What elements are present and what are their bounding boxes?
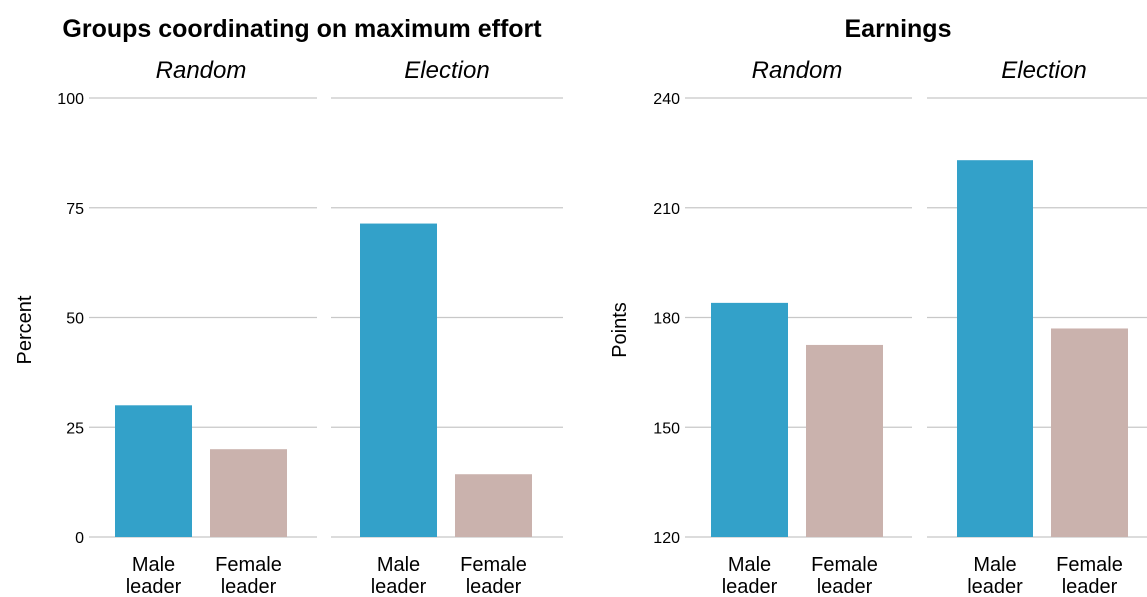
chart-title-effort: Groups coordinating on maximum effort	[62, 15, 542, 43]
category-label-effort: leader	[371, 576, 427, 597]
chart-title-earnings: Earnings	[845, 15, 952, 43]
category-label-earnings: Male	[973, 554, 1016, 576]
y-tick-label-effort: 0	[75, 530, 84, 547]
category-label-effort: leader	[466, 576, 522, 597]
category-label-effort: Male	[377, 554, 420, 576]
category-label-earnings: leader	[817, 576, 873, 597]
y-tick-label-earnings: 180	[653, 311, 680, 328]
bar-effort-election-female	[455, 474, 532, 537]
y-tick-label-earnings: 210	[653, 201, 680, 218]
category-label-earnings: leader	[967, 576, 1023, 597]
category-label-effort: Male	[132, 554, 175, 576]
y-tick-label-earnings: 120	[653, 530, 680, 547]
bar-effort-random-female	[210, 449, 287, 537]
category-label-effort: leader	[126, 576, 182, 597]
facet-label-random-effort: Random	[156, 57, 247, 84]
y-tick-label-effort: 100	[57, 91, 84, 108]
bar-earnings-election-male	[957, 160, 1033, 538]
y-tick-label-earnings: 240	[653, 91, 680, 108]
category-label-effort: Female	[215, 554, 282, 576]
category-label-earnings: leader	[722, 576, 778, 597]
category-label-earnings: Female	[811, 554, 878, 576]
category-label-effort: leader	[221, 576, 277, 597]
facet-label-random-earnings: Random	[752, 57, 843, 84]
y-axis-label-percent: Percent	[14, 295, 36, 364]
bar-earnings-election-female	[1051, 328, 1128, 537]
category-label-earnings: Male	[728, 554, 771, 576]
category-label-effort: Female	[460, 554, 527, 576]
y-axis-label-points: Points	[609, 302, 631, 358]
bar-effort-election-male	[360, 223, 437, 537]
category-label-earnings: Female	[1056, 554, 1123, 576]
bar-earnings-random-female	[806, 344, 883, 537]
bar-effort-random-male	[115, 405, 192, 537]
category-label-earnings: leader	[1062, 576, 1118, 597]
y-tick-label-effort: 75	[66, 201, 84, 218]
bar-earnings-random-male	[711, 302, 788, 537]
y-tick-label-effort: 50	[66, 311, 84, 328]
facet-label-election-effort: Election	[404, 57, 489, 84]
y-tick-label-effort: 25	[66, 420, 84, 437]
y-tick-label-earnings: 150	[653, 420, 680, 437]
facet-label-election-earnings: Election	[1001, 57, 1086, 84]
